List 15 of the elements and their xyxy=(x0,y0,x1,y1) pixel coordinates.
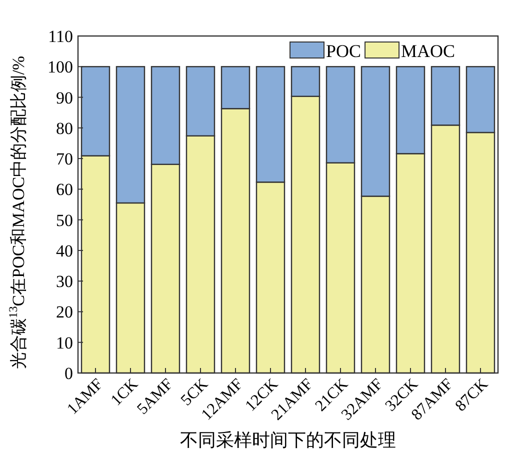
y-tick-label: 30 xyxy=(56,272,73,292)
y-tick-label: 70 xyxy=(56,150,73,169)
legend-label: MAOC xyxy=(401,41,456,61)
y-tick-label: 80 xyxy=(56,118,73,138)
y-tick-label: 90 xyxy=(56,88,73,108)
y-tick-label: 0 xyxy=(64,364,73,383)
y-tick-label: 10 xyxy=(56,333,73,352)
y-tick-label: 40 xyxy=(56,241,73,260)
y-tick-label: 100 xyxy=(48,58,73,77)
y-tick-label: 60 xyxy=(56,180,73,200)
y-tick-label: 110 xyxy=(48,27,73,46)
y-tick-label: 20 xyxy=(56,302,73,322)
legend-label: POC xyxy=(326,41,362,61)
x-axis-title: 不同采样时间下的不同处理 xyxy=(180,430,396,450)
y-tick-label: 50 xyxy=(56,210,73,230)
